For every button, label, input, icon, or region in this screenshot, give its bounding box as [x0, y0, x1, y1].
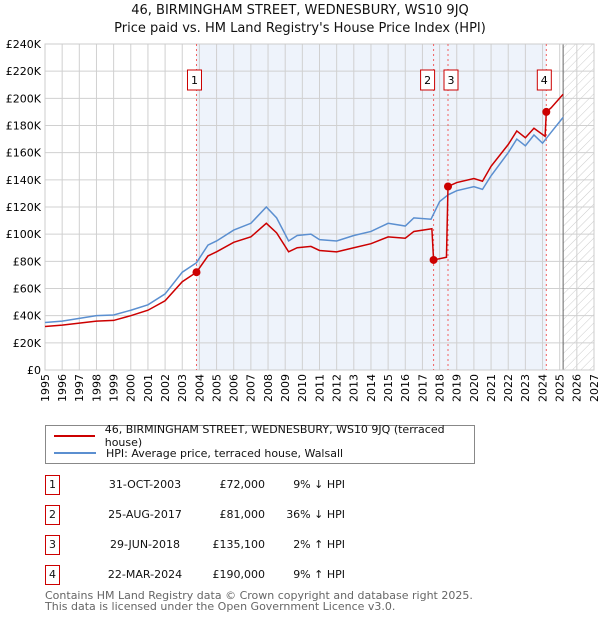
sale-label-box [536, 69, 552, 91]
sale-label: 1 [191, 74, 198, 87]
x-tick-label: 2024 [536, 374, 549, 402]
sale-number: 2 [45, 505, 60, 525]
x-tick-label: 1995 [39, 374, 52, 402]
y-tick-label: £220K [6, 65, 42, 78]
x-tick-label: 2017 [416, 374, 429, 402]
sale-hpi-delta: 2% ↑ HPI [293, 538, 345, 551]
x-tick-label: 2022 [502, 374, 515, 402]
x-tick-label: 2005 [210, 374, 223, 402]
legend-item-property: 46, BIRMINGHAM STREET, WEDNESBURY, WS10 … [54, 423, 474, 449]
x-tick-label: 2018 [433, 374, 446, 402]
x-tick-label: 2000 [125, 374, 138, 402]
x-tick-label: 2016 [399, 374, 412, 402]
chart-title: 46, BIRMINGHAM STREET, WEDNESBURY, WS10 … [131, 3, 469, 18]
x-tick-label: 2012 [331, 374, 344, 402]
x-tick-label: 2023 [519, 374, 532, 402]
x-tick-label: 2021 [485, 374, 498, 402]
x-tick-label: 1996 [56, 374, 69, 402]
legend-label: 46, BIRMINGHAM STREET, WEDNESBURY, WS10 … [104, 423, 445, 449]
sale-point [444, 182, 453, 191]
sale-number: 4 [45, 565, 60, 585]
footer-line-2: This data is licensed under the Open Gov… [45, 600, 396, 613]
x-tick-label: 2001 [142, 374, 155, 402]
sale-date: 22-MAR-2024 [107, 568, 183, 581]
y-tick-label: £160K [6, 147, 42, 160]
legend: 46, BIRMINGHAM STREET, WEDNESBURY, WS10 … [45, 423, 475, 464]
sale-row: 4 22-MAR-2024 £190,000 9% ↑ HPI [45, 565, 465, 585]
x-tick-label: 2009 [279, 374, 292, 402]
y-tick-label: £240K [6, 38, 42, 51]
x-tick-label: 2026 [571, 374, 584, 402]
x-tick-label: 1997 [73, 374, 86, 402]
sale-hpi-delta: 9% ↑ HPI [293, 568, 345, 581]
y-tick-label: £120K [6, 201, 42, 214]
x-tick-label: 2025 [554, 374, 567, 402]
sale-label: 3 [448, 74, 455, 87]
sale-row: 1 31-OCT-2003 £72,000 9% ↓ HPI [45, 475, 465, 495]
x-tick-label: 2006 [228, 374, 241, 402]
sale-label: 4 [541, 74, 548, 87]
footer-line-1: Contains HM Land Registry data © Crown c… [45, 589, 473, 602]
sale-point [429, 255, 438, 264]
x-tick-label: 2014 [365, 374, 378, 402]
sale-price: £81,000 [219, 508, 266, 521]
x-tick-label: 2019 [451, 374, 464, 402]
y-tick-label: £180K [6, 120, 42, 133]
y-tick-label: £0 [27, 364, 41, 377]
x-tick-label: 2008 [262, 374, 275, 402]
y-tick-label: £40K [13, 310, 42, 323]
x-tick-label: 2002 [159, 374, 172, 402]
sale-row: 3 29-JUN-2018 £135,100 2% ↑ HPI [45, 535, 465, 555]
sale-hpi-delta: 9% ↓ HPI [293, 478, 345, 491]
x-tick-label: 1998 [90, 374, 103, 402]
plot-border [44, 43, 595, 371]
footer: Contains HM Land Registry data © Crown c… [45, 590, 473, 612]
sale-label-box [420, 69, 436, 91]
legend-swatch-blue [54, 452, 96, 454]
y-tick-label: £20K [13, 337, 42, 350]
x-tick-label: 2003 [176, 374, 189, 402]
sale-label-box [443, 69, 459, 91]
x-tick-label: 2020 [468, 374, 481, 402]
y-tick-label: £200K [6, 92, 42, 105]
price-paid-line [44, 93, 564, 328]
sale-date: 25-AUG-2017 [108, 508, 182, 521]
sale-price: £72,000 [219, 478, 266, 491]
sale-point [542, 107, 551, 116]
chart-subtitle: Price paid vs. HM Land Registry's House … [114, 21, 486, 36]
legend-item-hpi: HPI: Average price, terraced house, Wals… [54, 445, 343, 461]
x-tick-label: 2004 [193, 374, 206, 402]
x-tick-label: 1999 [107, 374, 120, 402]
sale-price: £135,100 [212, 538, 266, 551]
x-tick-label: 2027 [588, 374, 600, 402]
sale-point [192, 268, 201, 277]
sale-date: 29-JUN-2018 [109, 538, 181, 551]
y-tick-label: £80K [13, 255, 42, 268]
y-tick-label: £100K [6, 228, 42, 241]
sale-price: £190,000 [212, 568, 266, 581]
sale-hpi-delta: 36% ↓ HPI [286, 508, 345, 521]
price-chart: 1995 1996 1997 1998 1999 2000 2001 2002 2003 2004… [6, 38, 600, 402]
sale-date: 31-OCT-2003 [108, 478, 182, 491]
sale-label: 2 [424, 74, 431, 87]
legend-swatch-red [54, 435, 95, 437]
sale-number: 1 [45, 475, 60, 495]
x-tick-label: 2010 [296, 374, 309, 402]
sale-number: 3 [45, 535, 60, 555]
y-tick-label: £140K [6, 174, 42, 187]
x-tick-label: 2007 [245, 374, 258, 402]
legend-label: HPI: Average price, terraced house, Wals… [106, 446, 344, 460]
hpi-line [44, 116, 564, 324]
sale-row: 2 25-AUG-2017 £81,000 36% ↓ HPI [45, 505, 465, 525]
y-tick-label: £60K [13, 283, 42, 296]
x-tick-label: 2015 [382, 374, 395, 402]
sale-label-box [186, 69, 202, 91]
x-tick-label: 2011 [313, 374, 326, 402]
x-tick-label: 2013 [348, 374, 361, 402]
